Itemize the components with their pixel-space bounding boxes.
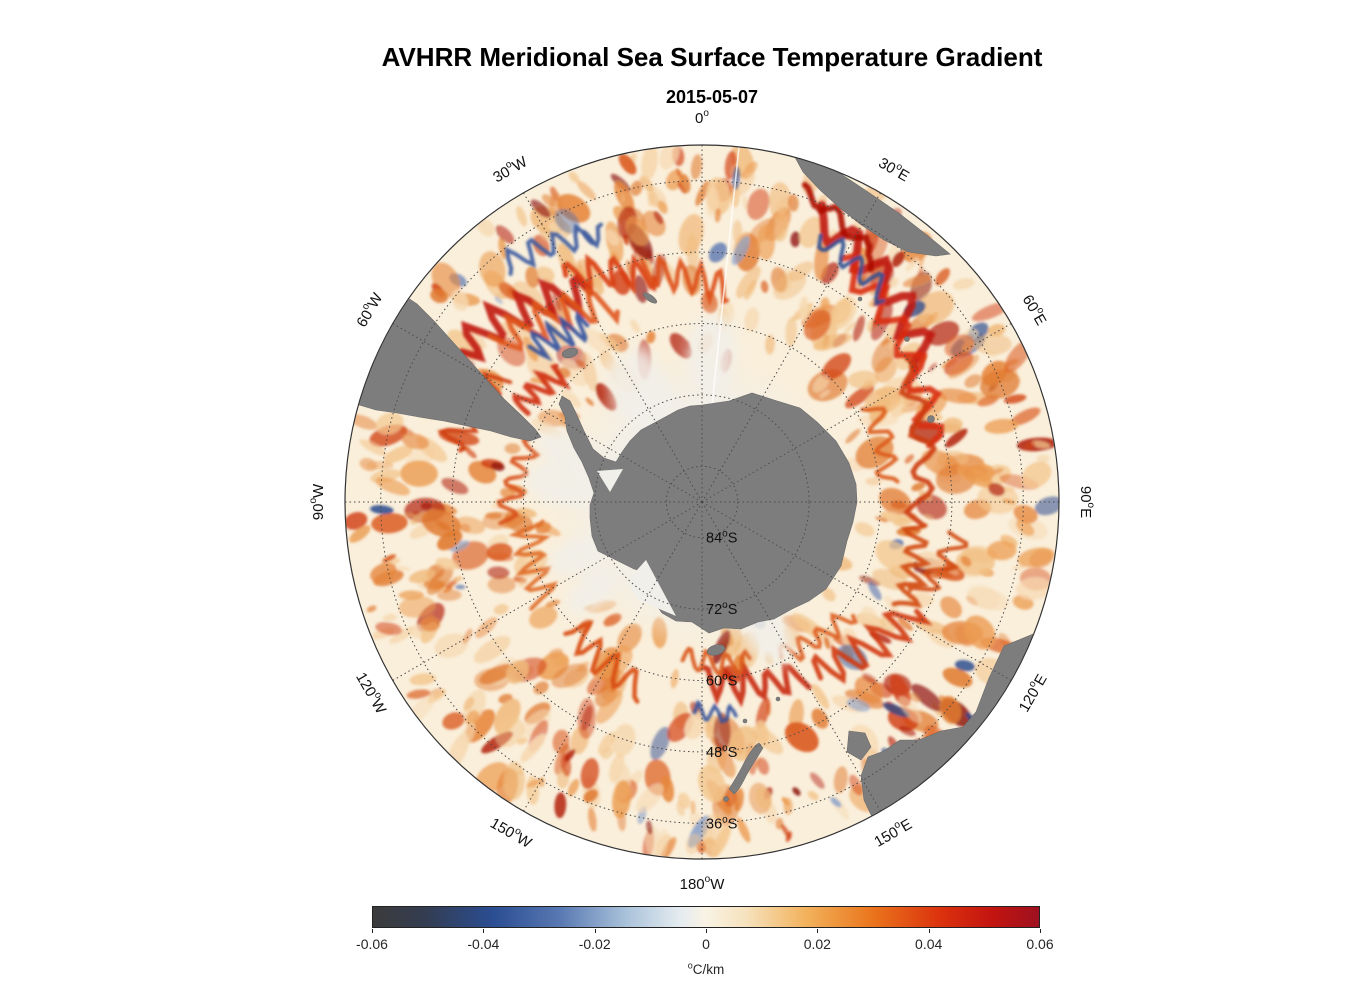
- colorbar-tick-mark: [817, 929, 819, 933]
- map-outer-circle: [344, 144, 1060, 860]
- latitude-labels: 84oS 72oS 60oS 48oS 36oS: [706, 529, 737, 833]
- lon-label-60E: 60oE: [1019, 291, 1052, 329]
- land-island: [904, 336, 910, 342]
- land-island: [775, 696, 781, 702]
- land-island: [723, 796, 729, 802]
- filchner-ice-shelf: [597, 469, 623, 492]
- meridian-line: [701, 501, 881, 812]
- page-title: AVHRR Meridional Sea Surface Temperature…: [381, 42, 1043, 72]
- land-africa: [789, 147, 951, 257]
- colorbar-tick-label: 0: [702, 936, 710, 952]
- parallel-circle: [380, 180, 1024, 824]
- colorbar-tick-mark: [483, 929, 485, 933]
- land-tasmania: [846, 730, 872, 761]
- land-island: [561, 347, 579, 359]
- land-island: [927, 415, 935, 423]
- land-island: [857, 296, 863, 302]
- colorbar-gradient: [372, 906, 1040, 928]
- lon-label-0: 0o: [695, 108, 709, 127]
- colorbar-tick-label: -0.04: [467, 936, 500, 952]
- land-island: [706, 644, 726, 656]
- lon-label-60W: 60oW: [351, 288, 386, 330]
- colorbar-tick-label: 0.02: [803, 936, 831, 952]
- lon-label-30W: 30oW: [489, 151, 531, 186]
- date-subtitle: 2015-05-07: [665, 87, 759, 107]
- colorbar: -0.06 -0.04 -0.02 0 0.02 0.04 0.06 oC/km: [356, 906, 1054, 992]
- parallel-circle: [665, 465, 739, 539]
- colorbar-tick-label: -0.06: [356, 936, 388, 952]
- colorbar-tick-label: -0.02: [578, 936, 611, 952]
- parallel-circle: [523, 323, 881, 681]
- colorbar-tick-mark: [1040, 929, 1041, 933]
- lon-label-180W: 180oW: [680, 874, 726, 893]
- colorbar-unit-label: oC/km: [687, 960, 725, 977]
- meridian-line: [523, 501, 703, 812]
- colorbar-tick-label: 0.06: [1026, 936, 1054, 952]
- colorbar-tick-mark: [928, 929, 930, 933]
- graticule: [345, 145, 1059, 859]
- lat-label-60S: 60oS: [706, 672, 737, 690]
- lon-label-120W: 120oW: [352, 668, 392, 717]
- lon-label-90W: 90oW: [308, 483, 327, 520]
- colorbar-tick-mark: [372, 929, 373, 933]
- colorbar-tick-mark: [706, 929, 707, 933]
- meridian-line: [701, 323, 1012, 503]
- meridian-line: [701, 192, 881, 503]
- parallel-circle: [594, 394, 810, 610]
- lon-label-150W: 150oW: [487, 813, 536, 853]
- lat-label-84S: 84oS: [706, 529, 737, 547]
- land-island: [742, 718, 748, 724]
- colorbar-tick-mark: [594, 929, 596, 933]
- colorbar-tick-labels: -0.06 -0.04 -0.02 0 0.02 0.04 0.06: [356, 906, 1054, 966]
- land-island: [642, 292, 658, 304]
- lat-label-36S: 36oS: [706, 814, 737, 832]
- meridian-line: [523, 192, 703, 503]
- lon-label-90E: 90oE: [1077, 486, 1096, 518]
- lon-label-30E: 30oE: [876, 152, 914, 185]
- lon-label-150E: 150oE: [870, 814, 915, 851]
- colorbar-tick-label: 0.04: [915, 936, 943, 952]
- lat-label-72S: 72oS: [706, 600, 737, 618]
- lon-label-120E: 120oE: [1014, 670, 1051, 715]
- meridian-line: [701, 501, 1012, 681]
- land-new-zealand: [728, 742, 764, 795]
- lat-label-48S: 48oS: [706, 743, 737, 761]
- meridian-line: [392, 323, 703, 503]
- meridian-line: [392, 501, 703, 681]
- parallel-circle: [451, 251, 953, 753]
